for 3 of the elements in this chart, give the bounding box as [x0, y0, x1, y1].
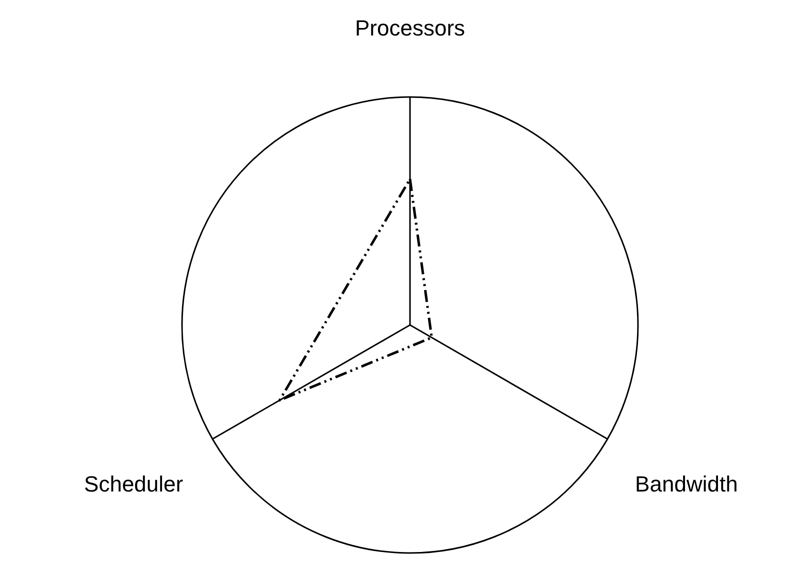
spoke-label: Processors	[354, 16, 466, 41]
spoke-label: Scheduler	[84, 472, 184, 497]
spoke-label: Bandwidth	[635, 472, 738, 497]
